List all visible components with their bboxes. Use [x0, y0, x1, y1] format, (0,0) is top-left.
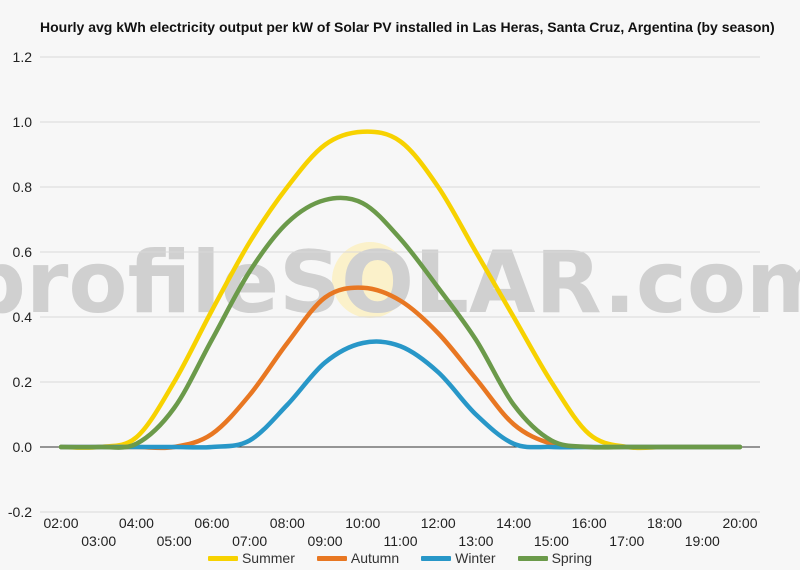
legend-swatch-autumn — [316, 555, 347, 561]
x-tick-label: 09:00 — [308, 533, 343, 549]
legend-item-summer[interactable]: Summer — [207, 549, 295, 567]
x-tick-label: 20:00 — [722, 515, 757, 531]
legend-label: Summer — [241, 550, 295, 566]
legend-swatch-spring — [517, 555, 548, 561]
x-tick-label: 12:00 — [421, 515, 456, 531]
x-tick-label: 04:00 — [119, 515, 154, 531]
x-tick-label: 17:00 — [609, 533, 644, 549]
y-tick-label: 0.0 — [13, 439, 33, 455]
x-tick-label: 03:00 — [81, 533, 116, 549]
legend-item-winter[interactable]: Winter — [421, 549, 496, 567]
y-tick-label: 1.2 — [13, 49, 33, 65]
legend-label: Spring — [551, 550, 593, 566]
x-tick-label: 05:00 — [157, 533, 192, 549]
chart-title: Hourly avg kWh electricity output per kW… — [40, 19, 775, 35]
x-tick-label: 15:00 — [534, 533, 569, 549]
x-tick-label: 11:00 — [384, 533, 418, 549]
y-tick-label: 0.2 — [13, 374, 33, 390]
sun-logo — [332, 242, 408, 318]
legend-item-spring[interactable]: Spring — [517, 549, 593, 567]
x-tick-label: 07:00 — [232, 533, 267, 549]
x-tick-label: 18:00 — [647, 515, 682, 531]
x-tick-label: 14:00 — [496, 515, 531, 531]
x-tick-label: 13:00 — [458, 533, 493, 549]
legend-swatch-summer — [207, 555, 238, 561]
y-tick-label: 0.6 — [13, 244, 33, 260]
x-tick-label: 08:00 — [270, 515, 305, 531]
legend-item-autumn[interactable]: Autumn — [316, 549, 400, 567]
series-line-winter — [58, 339, 743, 450]
x-tick-label: 10:00 — [345, 515, 380, 531]
x-tick-label: 06:00 — [194, 515, 229, 531]
y-tick-label: 0.4 — [13, 309, 33, 325]
legend: Summer Autumn Winter Spring — [0, 549, 800, 567]
series-line-spring — [58, 195, 743, 450]
legend-label: Winter — [455, 550, 496, 566]
legend-label: Autumn — [350, 550, 400, 566]
y-axis-ticks: -0.2 0.0 0.2 0.4 0.6 0.8 1.0 1.2 — [8, 49, 32, 520]
y-tick-label: -0.2 — [8, 504, 32, 520]
x-axis-ticks: 02:0003:0004:0005:0006:0007:0008:0009:00… — [43, 515, 757, 549]
x-tick-label: 19:00 — [685, 533, 720, 549]
y-tick-label: 0.8 — [13, 179, 33, 195]
legend-swatch-winter — [421, 555, 452, 561]
watermark-text: profileSOLAR.com — [0, 233, 800, 333]
x-tick-label: 02:00 — [43, 515, 78, 531]
x-tick-label: 16:00 — [572, 515, 607, 531]
y-tick-label: 1.0 — [13, 114, 33, 130]
series-lines — [58, 129, 743, 451]
